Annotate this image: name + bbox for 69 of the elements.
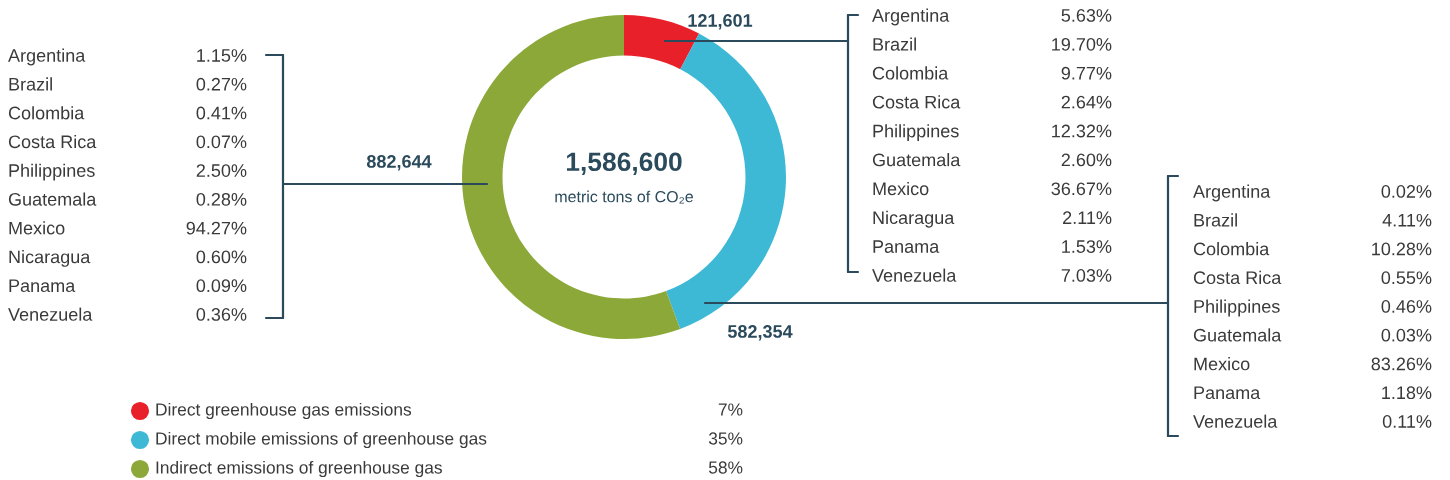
text: 0.55% (1381, 271, 1432, 285)
text: 9.77% (1061, 66, 1112, 80)
text: metric tons of CO₂e (555, 190, 693, 204)
category-label: Brazil (873, 37, 916, 51)
text: 0.27% (196, 77, 247, 91)
category-label: Mexico (9, 221, 65, 235)
text: 35% (708, 432, 743, 445)
text: 1,586,600 (566, 152, 682, 175)
text: 0.02% (1381, 185, 1432, 198)
text: 2.50% (196, 164, 247, 177)
text: 2.11% (1063, 211, 1112, 224)
text: 19.70% (1052, 37, 1112, 51)
category-label: Brazil (9, 77, 52, 91)
category-label: Argentina (872, 8, 950, 26)
text: 0.36% (196, 308, 247, 321)
data-label: 582,354 (727, 325, 793, 341)
text: 0.28% (196, 192, 247, 206)
category-label: Costa Rica (1193, 270, 1282, 285)
text: 83.26% (1371, 357, 1432, 371)
category-label: Mexico (873, 181, 929, 196)
text: 0.03% (1381, 328, 1432, 342)
category-label: Venezuela (872, 268, 957, 282)
category-label: Costa Rica (8, 134, 97, 149)
category-label: Guatemala (1193, 328, 1282, 342)
legend-label: Indirect emissions of greenhouse gas (156, 460, 442, 478)
category-label: Philippines (9, 163, 95, 181)
text: 12.32% (1052, 124, 1112, 138)
category-label: Colombia (1193, 242, 1270, 256)
text: 0.60% (196, 250, 247, 264)
category-label: Guatemala (8, 192, 97, 206)
legend-label: Direct mobile emissions of greenhouse gas (156, 431, 487, 449)
text: 0.09% (196, 279, 247, 293)
category-label: Philippines (873, 124, 959, 141)
category-label: Venezuela (8, 307, 93, 321)
text: 0.46% (1381, 300, 1432, 313)
text: 0.41% (196, 106, 247, 120)
category-label: Argentina (1193, 184, 1271, 202)
category-label: Costa Rica (872, 95, 961, 109)
data-label: 882,644 (366, 155, 432, 171)
category-label: Brazil (1194, 213, 1237, 227)
category-label: Nicaragua (9, 250, 91, 267)
category-label: Venezuela (1193, 414, 1278, 428)
category-label: Panama (1194, 386, 1261, 400)
text: 7.03% (1061, 269, 1112, 282)
category-label: Mexico (1194, 357, 1250, 371)
text: 10.28% (1372, 242, 1432, 256)
text: 94.27% (186, 221, 247, 235)
text: 58% (708, 461, 743, 474)
category-label: Guatemala (872, 153, 961, 167)
category-label: Nicaragua (873, 210, 955, 228)
category-label: Panama (9, 279, 76, 293)
text: 36.67% (1051, 182, 1112, 196)
category-label: Panama (873, 240, 940, 253)
data-label: 121,601 (688, 14, 753, 30)
text: 1.53% (1062, 240, 1112, 253)
category-label: Colombia (8, 106, 85, 120)
text: 2.60% (1061, 153, 1112, 167)
text: 1.15% (197, 49, 247, 62)
text: 0.11% (1382, 415, 1432, 428)
category-label: Philippines (1194, 299, 1280, 317)
text: 5.63% (1061, 9, 1112, 22)
category-label: Colombia (872, 66, 949, 80)
text: 1.18% (1382, 386, 1432, 400)
text: 2.64% (1061, 95, 1112, 109)
text: 7% (718, 403, 743, 416)
text: 0.07% (196, 135, 247, 149)
text: 4.11% (1382, 213, 1432, 227)
legend-label: Direct greenhouse gas emissions (156, 402, 412, 420)
category-label: Argentina (8, 48, 86, 66)
